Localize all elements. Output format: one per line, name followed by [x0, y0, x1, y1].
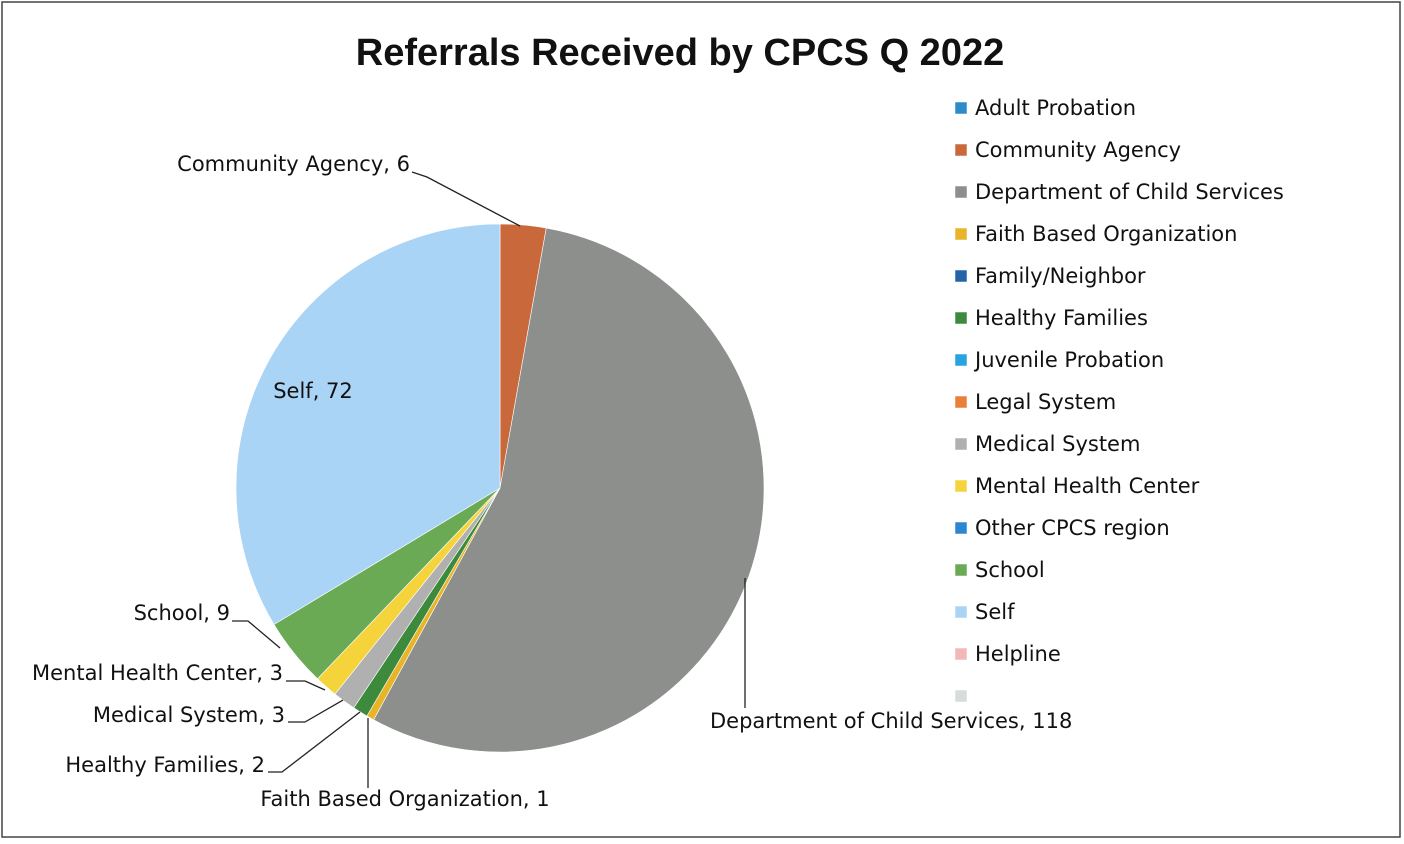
legend-swatch	[954, 185, 968, 199]
legend-swatch	[954, 605, 968, 619]
legend-label: Helpline	[975, 642, 1061, 666]
legend-swatch	[954, 269, 968, 283]
legend-swatch	[954, 101, 968, 115]
legend-label: Self	[975, 600, 1015, 624]
legend-swatch	[954, 227, 968, 241]
leader-line	[286, 680, 326, 691]
legend-label: Department of Child Services	[975, 180, 1284, 204]
leader-line	[411, 171, 521, 227]
legend-label: Faith Based Organization	[975, 222, 1237, 246]
legend-swatch	[954, 311, 968, 325]
legend-label: Mental Health Center	[975, 474, 1200, 498]
legend-swatch	[954, 395, 968, 409]
data-label: Faith Based Organization, 1	[260, 787, 549, 811]
legend-swatch	[954, 563, 968, 577]
legend-swatch	[954, 479, 968, 493]
legend-swatch	[954, 143, 968, 157]
leader-line	[232, 620, 281, 649]
legend-swatch	[954, 647, 968, 661]
legend-label: Community Agency	[975, 138, 1181, 162]
legend-label: Family/Neighbor	[975, 264, 1146, 288]
data-label: Healthy Families, 2	[65, 753, 265, 777]
data-label: Medical System, 3	[93, 703, 285, 727]
legend-swatch	[954, 437, 968, 451]
legend-label: Legal System	[975, 390, 1116, 414]
legend-label: Healthy Families	[975, 306, 1148, 330]
data-label: Self, 72	[273, 379, 353, 403]
pie-slice	[373, 227, 765, 753]
pie-slice	[235, 223, 501, 625]
leader-line	[268, 711, 361, 773]
legend-swatch	[954, 521, 968, 535]
legend-label: Other CPCS region	[975, 516, 1170, 540]
data-label: School, 9	[134, 601, 230, 625]
data-label: Mental Health Center, 3	[32, 661, 283, 685]
legend-label: Adult Probation	[975, 96, 1136, 120]
legend-label: Medical System	[975, 432, 1140, 456]
data-label: Department of Child Services, 118	[710, 709, 1072, 733]
legend-label: School	[975, 558, 1045, 582]
leader-line	[288, 699, 344, 723]
chart-title: Referrals Received by CPCS Q 2022	[356, 32, 1004, 74]
data-label: Community Agency, 6	[177, 152, 410, 176]
legend-swatch	[954, 689, 968, 703]
legend-swatch	[954, 353, 968, 367]
legend-label: Juvenile Probation	[973, 348, 1164, 372]
